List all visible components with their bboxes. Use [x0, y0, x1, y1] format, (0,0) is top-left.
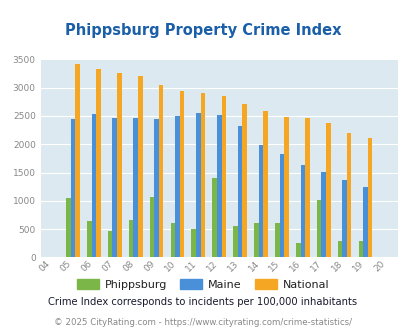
Bar [108, 231, 112, 257]
Bar [133, 118, 138, 257]
Bar [325, 123, 330, 257]
Bar [321, 172, 325, 257]
Bar [242, 104, 246, 257]
Bar [263, 111, 267, 257]
Bar [358, 241, 362, 257]
Bar [200, 93, 205, 257]
Bar [279, 154, 283, 257]
Bar [237, 126, 242, 257]
Bar [175, 116, 179, 257]
Bar [128, 220, 133, 257]
Bar [149, 197, 154, 257]
Bar [341, 181, 346, 257]
Bar [212, 178, 216, 257]
Bar [346, 133, 351, 257]
Bar [232, 226, 237, 257]
Bar [316, 200, 321, 257]
Bar [75, 64, 80, 257]
Bar [96, 69, 100, 257]
Bar [362, 187, 367, 257]
Bar [284, 116, 288, 257]
Bar [179, 90, 184, 257]
Bar [367, 138, 371, 257]
Bar [66, 198, 70, 257]
Bar [274, 223, 279, 257]
Bar [138, 76, 142, 257]
Bar [87, 221, 92, 257]
Bar [300, 165, 305, 257]
Bar [92, 114, 96, 257]
Bar [170, 223, 175, 257]
Bar [191, 229, 196, 257]
Bar [258, 145, 263, 257]
Bar [337, 241, 341, 257]
Bar [112, 118, 117, 257]
Text: Phippsburg Property Crime Index: Phippsburg Property Crime Index [64, 23, 341, 38]
Text: Crime Index corresponds to incidents per 100,000 inhabitants: Crime Index corresponds to incidents per… [48, 297, 357, 307]
Bar [70, 119, 75, 257]
Text: © 2025 CityRating.com - https://www.cityrating.com/crime-statistics/: © 2025 CityRating.com - https://www.city… [54, 318, 351, 327]
Bar [254, 223, 258, 257]
Bar [221, 96, 226, 257]
Bar [158, 85, 163, 257]
Bar [196, 113, 200, 257]
Legend: Phippsburg, Maine, National: Phippsburg, Maine, National [72, 275, 333, 294]
Bar [154, 119, 158, 257]
Bar [305, 118, 309, 257]
Bar [295, 243, 300, 257]
Bar [216, 115, 221, 257]
Bar [117, 73, 121, 257]
